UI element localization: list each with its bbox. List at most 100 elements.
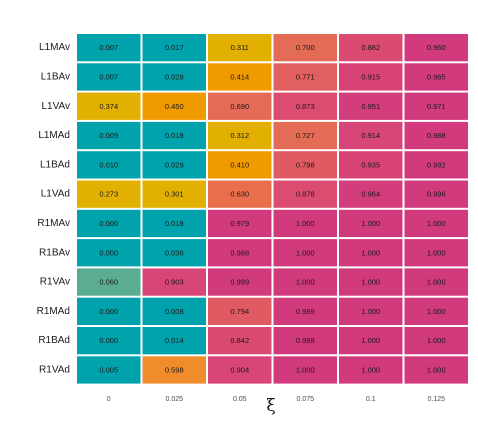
heatmap-cell-l1vav-0	[77, 92, 141, 120]
row-label-r1mad: R1MAd	[37, 306, 70, 317]
heatmap-cell-l1bad-0-05	[208, 151, 272, 179]
heatmap-cell-r1vav-0-125	[404, 268, 468, 296]
row-label-l1bav: L1BAv	[41, 71, 70, 82]
row-label-l1vav: L1VAv	[41, 101, 70, 112]
cell-value-r1bad-0-075: 0.998	[296, 336, 315, 345]
heatmap-cell-r1mad-0	[77, 297, 141, 325]
heatmap-cell-r1mad-0-125	[404, 297, 468, 325]
cell-value-r1vav-0-125: 1.000	[427, 278, 446, 287]
heatmap-cell-l1vad-0-025	[142, 180, 206, 208]
heatmap-cell-l1bad-0-025	[142, 151, 206, 179]
cell-value-r1bad-0-125: 1.000	[427, 336, 446, 345]
cell-value-r1mav-0-025: 0.018	[165, 219, 184, 228]
cell-value-l1vad-0-025: 0.301	[165, 190, 184, 199]
heatmap-cell-l1vad-0-075	[273, 180, 337, 208]
cell-value-r1vav-0-075: 1.000	[296, 278, 315, 287]
cell-value-l1bav-0-125: 0.965	[427, 72, 446, 81]
cell-value-l1mav-0-075: 0.700	[296, 43, 315, 52]
heatmap-cell-r1bav-0-05	[208, 239, 272, 267]
heatmap-cell-r1bav-0-025	[142, 239, 206, 267]
row-label-l1mad: L1MAd	[38, 130, 70, 141]
x-axis-title: ξ	[266, 396, 275, 416]
cell-value-l1bad-0-125: 0.992	[427, 160, 446, 169]
heatmap-cell-l1mav-0	[77, 34, 141, 62]
cell-value-l1vad-0-05: 0.630	[230, 190, 249, 199]
cell-value-l1bad-0-025: 0.029	[165, 160, 184, 169]
heatmap-cell-r1bad-0	[77, 327, 141, 355]
cell-value-l1bav-0-075: 0.771	[296, 72, 315, 81]
row-label-l1vad: L1VAd	[41, 189, 70, 200]
cell-value-r1mad-0: 0.000	[99, 307, 118, 316]
cell-value-r1mav-0: 0.000	[99, 219, 118, 228]
cell-value-l1mad-0: 0.009	[99, 131, 118, 140]
x-axis-tick-labels: 0 0.025 0.05 0.075 0.1 0.125	[107, 396, 445, 403]
row-label-r1mav: R1MAv	[37, 218, 70, 229]
col-label-0: 0	[107, 396, 111, 403]
heatmap-cell-l1bav-0-075	[273, 63, 337, 91]
heatmap-cell-r1vad-0-125	[404, 356, 468, 384]
heatmap-cell-l1vad-0	[77, 180, 141, 208]
heatmap-cell-l1bav-0	[77, 63, 141, 91]
cell-value-r1vav-0-1: 1.000	[361, 278, 380, 287]
cell-value-r1vad-0-125: 1.000	[427, 365, 446, 374]
cell-value-l1bad-0-1: 0.935	[361, 160, 380, 169]
heatmap-cell-l1bav-0-125	[404, 63, 468, 91]
heatmap-cell-l1bav-0-05	[208, 63, 272, 91]
cell-value-l1mav-0-025: 0.017	[165, 43, 184, 52]
heatmap-cell-r1vad-0-05	[208, 356, 272, 384]
cell-value-l1bav-0: 0.007	[99, 72, 118, 81]
heatmap-cell-l1mad-0-1	[339, 121, 403, 150]
heatmap-cell-r1mav-0	[77, 209, 141, 238]
heatmap-cell-labels: 0.007 0.017 0.311 0.700 0.882 0.960 0.007 0.028…	[99, 43, 445, 374]
cell-value-r1bav-0-075: 1.000	[296, 248, 315, 257]
heatmap-cell-r1mad-0-1	[339, 297, 403, 325]
cell-value-l1bav-0-1: 0.915	[361, 72, 380, 81]
cell-value-r1mav-0-125: 1.000	[427, 219, 446, 228]
heatmap-cell-r1vav-0-025	[142, 268, 206, 296]
cell-value-r1mad-0-125: 1.000	[427, 307, 446, 316]
cell-value-r1bav-0-025: 0.036	[165, 248, 184, 257]
heatmap-cell-l1vav-0-05	[208, 92, 272, 120]
row-label-r1vav: R1VAv	[40, 277, 70, 288]
heatmap-cell-l1mav-0-1	[339, 34, 403, 62]
row-label-r1vad: R1VAd	[39, 364, 70, 375]
cell-value-r1bad-0-025: 0.014	[165, 336, 184, 345]
heatmap-cell-l1bad-0-125	[404, 151, 468, 179]
cell-value-r1bav-0: 0.000	[99, 248, 118, 257]
cell-value-l1vav-0-025: 0.450	[165, 102, 184, 111]
heatmap-cell-r1vad-0	[77, 356, 141, 384]
row-label-l1mav: L1MAv	[39, 42, 70, 53]
heatmap-cell-l1vad-0-1	[339, 180, 403, 208]
heatmap-cell-r1vav-0-1	[339, 268, 403, 296]
col-label-0-075: 0.075	[296, 396, 314, 403]
heatmap-cell-r1mav-0-1	[339, 209, 403, 238]
cell-value-r1vad-0-1: 1.000	[361, 365, 380, 374]
cell-value-l1mad-0-075: 0.727	[296, 131, 315, 140]
cell-value-r1bad-0-05: 0.842	[230, 336, 249, 345]
cell-value-l1vav-0-075: 0.873	[296, 102, 315, 111]
heatmap-cell-r1vad-0-025	[142, 356, 206, 384]
cell-value-l1mav-0-05: 0.311	[231, 43, 249, 52]
cell-value-r1vav-0: 0.060	[99, 278, 118, 287]
cell-value-l1vav-0-1: 0.951	[361, 102, 380, 111]
heatmap-cell-l1bav-0-1	[339, 63, 403, 91]
heatmap-cell-r1bav-0	[77, 239, 141, 267]
heatmap-cell-r1bad-0-125	[404, 327, 468, 355]
heatmap-cell-r1vad-0-1	[339, 356, 403, 384]
row-label-r1bad: R1BAd	[38, 335, 70, 346]
row-label-l1bad: L1BAd	[40, 159, 70, 170]
cell-value-l1bav-0-05: 0.414	[230, 72, 249, 81]
y-axis-tick-labels: L1MAv L1BAv L1VAv L1MAd L1BAd L1VAd R1MAv R1BAv…	[37, 42, 70, 375]
cell-value-r1vad-0-025: 0.598	[165, 365, 184, 374]
heatmap-cell-l1mav-0-075	[273, 34, 337, 62]
heatmap-cells	[77, 34, 468, 384]
heatmap-cell-l1vav-0-125	[404, 92, 468, 120]
cell-value-l1bav-0-025: 0.028	[165, 72, 184, 81]
col-label-0-05: 0.05	[233, 396, 247, 403]
cell-value-r1vav-0-025: 0.903	[165, 278, 184, 287]
heatmap-cell-l1vav-0-025	[142, 92, 206, 120]
cell-value-l1vad-0-125: 0.996	[427, 190, 446, 199]
cell-value-l1mav-0: 0.007	[99, 43, 118, 52]
heatmap-cell-l1bad-0-075	[273, 151, 337, 179]
heatmap-cell-l1mad-0-125	[404, 121, 468, 150]
